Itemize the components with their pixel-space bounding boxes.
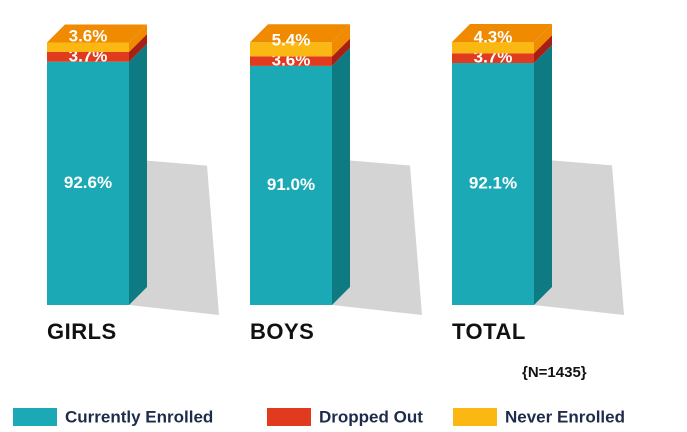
bar-side (129, 43, 147, 306)
bar-shadow (332, 160, 422, 315)
value-label: 92.1% (469, 173, 517, 192)
x-tick-label: GIRLS (47, 319, 117, 344)
bar-segment (452, 63, 534, 305)
bar-shadow (129, 160, 219, 315)
bar-top (452, 24, 552, 42)
value-label: 4.3% (474, 28, 513, 47)
bar-top (47, 24, 147, 43)
bar-segment (250, 56, 332, 66)
bar-segment (452, 42, 534, 54)
legend-label: Never Enrolled (505, 407, 625, 426)
bar-side (332, 38, 350, 66)
value-label: 3.6% (69, 26, 108, 45)
x-tick-label: BOYS (250, 319, 314, 344)
bar-side (129, 33, 147, 62)
legend-label: Dropped Out (319, 407, 423, 426)
legend-swatch (267, 408, 311, 426)
bar-side (129, 24, 147, 52)
x-tick-label: TOTAL (452, 319, 526, 344)
bar-top (250, 24, 350, 43)
bar-side (534, 45, 552, 305)
legend-label: Currently Enrolled (65, 407, 213, 426)
value-label: 91.0% (267, 175, 315, 194)
annotation: {N=1435} (522, 364, 587, 381)
value-label: 5.4% (272, 31, 311, 50)
bar-segment (452, 53, 534, 64)
bar-segment (47, 61, 129, 306)
bar-segment (47, 51, 129, 62)
bar-side (534, 35, 552, 64)
bar-shadow (534, 160, 624, 315)
value-label: 92.6% (64, 173, 112, 192)
bar-side (332, 47, 350, 306)
bar-segment (250, 42, 332, 57)
bar-segment (47, 42, 129, 52)
bar-side (534, 24, 552, 54)
legend-swatch (13, 408, 57, 426)
legend-swatch (453, 408, 497, 426)
bar-side (332, 24, 350, 57)
bar-segment (250, 65, 332, 305)
